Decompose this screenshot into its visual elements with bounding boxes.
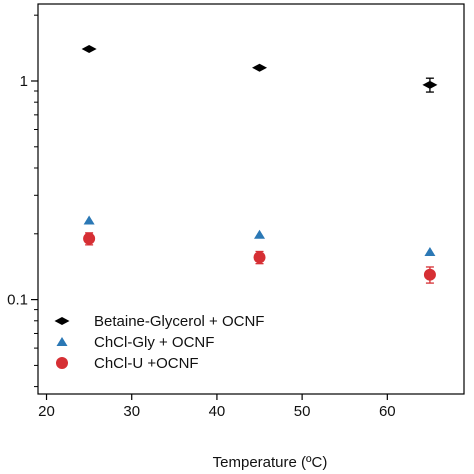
data-point-circle xyxy=(253,251,266,264)
legend-label: Betaine-Glycerol + OCNF xyxy=(94,313,264,330)
y-tick-label: 0.1 xyxy=(7,292,28,309)
legend-label: ChCl-Gly + OCNF xyxy=(94,334,214,351)
data-point-circle xyxy=(83,232,96,245)
x-tick-label: 60 xyxy=(379,403,396,420)
plot-frame xyxy=(37,3,465,395)
x-tick-label: 40 xyxy=(209,403,226,420)
x-tick-label: 20 xyxy=(38,403,55,420)
data-point-triangle xyxy=(424,247,436,257)
legend-marker-circle xyxy=(56,357,68,369)
y-tick-label: 1 xyxy=(20,73,28,90)
data-point-diamond xyxy=(422,80,438,89)
x-tick-label: 30 xyxy=(123,403,140,420)
x-axis-label: Temperature (ºC) xyxy=(213,454,328,471)
legend-marker-triangle xyxy=(56,337,68,346)
data-point-circle xyxy=(423,268,436,281)
legend-label: ChCl-U +OCNF xyxy=(94,355,199,372)
y-axis-ticks: 0.11 xyxy=(7,14,38,388)
legend: Betaine-Glycerol + OCNF ChCl-Gly + OCNF Ch… xyxy=(54,313,264,372)
data-points xyxy=(81,45,438,284)
x-axis-ticks: 20 30 40 50 60 xyxy=(38,394,396,420)
legend-marker-diamond xyxy=(54,317,70,325)
data-point-diamond xyxy=(81,45,97,54)
data-point-diamond xyxy=(252,63,268,72)
data-point-triangle xyxy=(83,215,95,225)
x-tick-label: 50 xyxy=(294,403,311,420)
data-point-triangle xyxy=(254,229,266,239)
